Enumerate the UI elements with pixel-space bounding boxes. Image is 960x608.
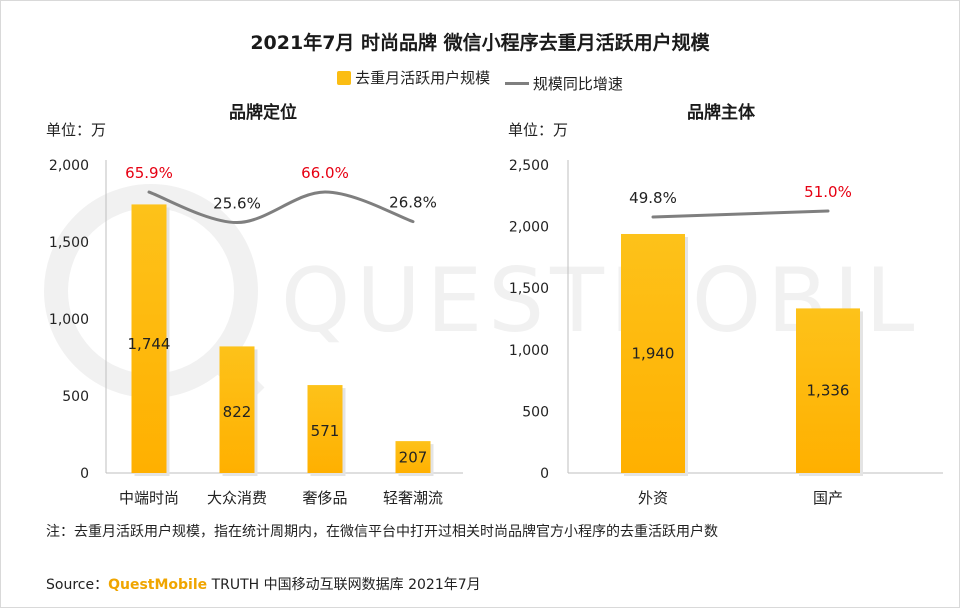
legend-item-bar: 去重月活跃用户规模: [337, 67, 490, 88]
chart-title: 2021年7月 时尚品牌 微信小程序去重月活跃用户规模: [250, 32, 710, 54]
left-chart: 2,000 1,500 1,000 500 0 1,744 中端时尚 822 大众消费 571 奢侈…: [49, 158, 463, 507]
right-unit-label: 单位：万: [508, 121, 569, 139]
y-tick-label: 500: [62, 389, 89, 405]
x-tick-label: 中端时尚: [119, 489, 179, 507]
y-tick-label: 1,500: [49, 235, 89, 251]
bar: [395, 441, 431, 473]
growth-rate-label: 51.0%: [804, 183, 852, 201]
bar: [131, 204, 167, 473]
legend-line-swatch: [504, 81, 529, 85]
y-tick-label: 500: [522, 404, 549, 420]
right-chart: 2,500 2,000 1,500 1,000 500 0 1,940 外资 1,336 国产 49…: [509, 158, 943, 507]
y-tick-label: 1,000: [509, 343, 549, 359]
legend: 去重月活跃用户规模 规模同比增速: [1, 67, 959, 94]
growth-rate-label: 25.6%: [213, 195, 261, 213]
x-tick-label: 奢侈品: [302, 489, 347, 507]
source-suffix: TRUTH 中国移动互联网数据库 2021年7月: [207, 577, 481, 593]
growth-line: [147, 190, 415, 225]
bar-value-label: 571: [311, 422, 340, 440]
bar: [621, 233, 685, 473]
right-chart-title: 品牌主体: [687, 103, 755, 123]
y-tick-label: 1,000: [49, 312, 89, 328]
x-tick-label: 轻奢潮流: [383, 489, 443, 507]
legend-line-label: 规模同比增速: [532, 74, 623, 93]
source-brand: QuestMobile: [108, 577, 208, 593]
bar: [307, 385, 343, 473]
growth-rate-label: 26.8%: [389, 194, 437, 212]
growth-line: [651, 209, 830, 219]
bar-value-label: 1,940: [632, 344, 675, 362]
bar-value-label: 822: [223, 403, 252, 421]
x-tick-label: 外资: [638, 489, 668, 507]
legend-item-line: 规模同比增速: [504, 73, 623, 94]
left-unit-label: 单位：万: [46, 121, 107, 139]
legend-bar-swatch: [337, 70, 352, 85]
legend-bar-label: 去重月活跃用户规模: [355, 69, 491, 87]
source-line: Source：QuestMobile TRUTH 中国移动互联网数据库 2021…: [46, 574, 481, 594]
x-tick-label: 国产: [813, 489, 843, 507]
bar-value-label: 1,744: [128, 335, 171, 353]
bar: [796, 308, 860, 473]
growth-rate-label: 65.9%: [125, 164, 173, 182]
y-tick-label: 2,500: [509, 158, 549, 174]
y-tick-label: 0: [80, 466, 89, 482]
y-tick-label: 2,000: [509, 220, 549, 236]
growth-rate-label: 66.0%: [301, 164, 349, 182]
y-tick-label: 1,500: [509, 281, 549, 297]
bar-value-label: 207: [399, 449, 428, 467]
x-tick-label: 大众消费: [207, 489, 267, 507]
y-tick-label: 0: [540, 466, 549, 482]
growth-rate-label: 49.8%: [629, 189, 677, 207]
y-tick-label: 2,000: [49, 158, 89, 174]
left-chart-title: 品牌定位: [229, 103, 297, 123]
bar: [219, 346, 255, 473]
footnote: 注：去重月活跃用户规模，指在统计周期内，在微信平台中打开过相关时尚品牌官方小程序…: [46, 524, 718, 540]
source-prefix: Source：: [46, 577, 109, 593]
bar-value-label: 1,336: [807, 382, 850, 400]
